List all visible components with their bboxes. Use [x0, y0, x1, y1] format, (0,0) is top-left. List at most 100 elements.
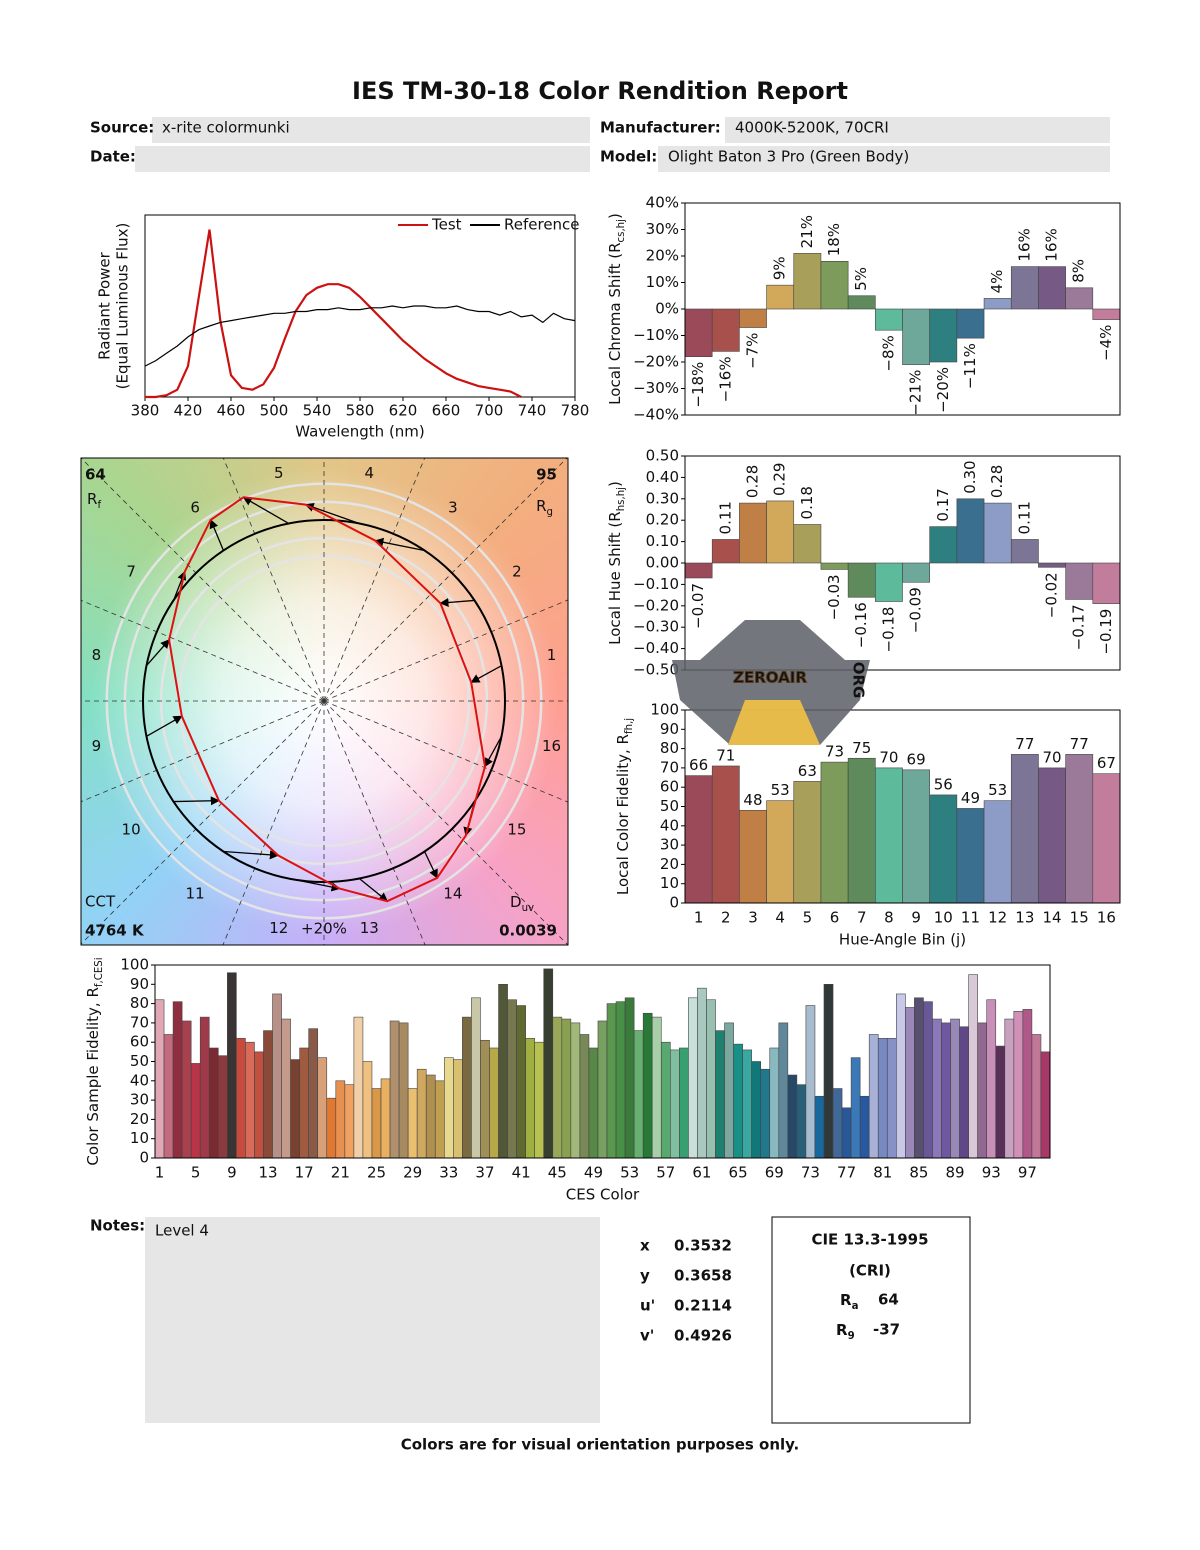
bar [172, 1001, 183, 1159]
bar [956, 498, 985, 564]
bar [407, 1088, 418, 1159]
y-tick-label: 70 [130, 1013, 149, 1031]
bar [525, 1038, 535, 1159]
x-tick-label: 29 [403, 1164, 422, 1182]
x-tick-label: 740 [518, 402, 547, 420]
field-box [725, 117, 1110, 143]
bar [579, 1034, 590, 1159]
bar [371, 1088, 382, 1159]
value-label: −0.17 [1070, 604, 1088, 650]
x-tick-label: 13 [258, 1164, 277, 1182]
x-tick-label: 6 [830, 909, 840, 927]
x-tick-label: 14 [1042, 909, 1061, 927]
bar [977, 1022, 988, 1159]
bin-label: 12 [269, 919, 288, 937]
bar [847, 757, 876, 904]
bar [624, 997, 635, 1159]
bar [281, 1018, 291, 1159]
bin-label: 6 [190, 499, 200, 517]
bar [877, 1038, 888, 1159]
bar [956, 308, 985, 339]
bar [766, 800, 795, 904]
legend-label: Reference [504, 216, 580, 234]
bar [739, 810, 767, 904]
bin-divider [222, 458, 325, 702]
bar [697, 987, 707, 1159]
bar [706, 999, 716, 1159]
bar [588, 1047, 599, 1159]
y-axis-label-part: f,CESi [94, 957, 105, 987]
bar [724, 1022, 734, 1159]
y-axis-label: Color Sample Fidelity, Rf,CESi [84, 957, 105, 1165]
y-tick-label: 20 [130, 1110, 149, 1128]
x-axis-label: CES Color [566, 1186, 640, 1204]
field-box [135, 146, 590, 172]
value-label: 71 [716, 746, 735, 764]
rf-value: 64 [85, 466, 106, 484]
bar [254, 1051, 264, 1159]
value-label: 67 [1097, 754, 1116, 772]
bar [154, 999, 165, 1159]
bar [190, 1063, 201, 1159]
bar [1010, 266, 1039, 310]
shift-arrow [439, 597, 475, 608]
bin-label: 9 [92, 737, 102, 755]
chromaticity-value: 0.3532 [674, 1237, 732, 1255]
x-tick-label: 73 [801, 1164, 820, 1182]
y-tick-label: 0.50 [646, 447, 679, 465]
x-tick-label: 5 [191, 1164, 201, 1182]
bar [796, 1084, 807, 1159]
x-tick-label: 77 [837, 1164, 856, 1182]
bar [362, 1061, 373, 1159]
bar [929, 308, 958, 363]
x-axis-label: Hue-Angle Bin (j) [839, 931, 966, 949]
value-label: 70 [879, 748, 898, 766]
bar [778, 1022, 789, 1159]
watermark-beam [728, 700, 820, 745]
bar [923, 1001, 933, 1159]
bar [711, 765, 740, 904]
x-tick-label: 780 [561, 402, 590, 420]
bar [236, 1038, 246, 1159]
bar [606, 1003, 617, 1159]
x-tick-label: 15 [1070, 909, 1089, 927]
legend-label: Test [431, 216, 462, 234]
shift-arrow [423, 851, 438, 879]
value-label: 49 [961, 789, 980, 807]
y-tick-label: 80 [660, 739, 679, 757]
y-tick-label: −0.40 [633, 639, 679, 657]
x-tick-label: 25 [367, 1164, 386, 1182]
shift-arrow [146, 715, 183, 737]
x-tick-label: 21 [331, 1164, 350, 1182]
bar [688, 997, 698, 1159]
y-tick-label: 70 [660, 758, 679, 776]
field-value: 4000K-5200K, 70CRI [735, 119, 889, 137]
field-label: Model: [600, 148, 657, 166]
x-tick-label: 81 [873, 1164, 892, 1182]
field-box [658, 146, 1110, 172]
value-label: −20% [934, 367, 952, 413]
bar [335, 1080, 346, 1159]
bar [814, 1095, 825, 1159]
x-tick-label: 93 [982, 1164, 1001, 1182]
ra-value: 64 [878, 1291, 899, 1309]
value-label: 70 [1042, 748, 1061, 766]
x-tick-label: 620 [389, 402, 418, 420]
y-tick-label: 30 [130, 1091, 149, 1109]
bar [742, 1049, 752, 1159]
y-tick-label: 20% [646, 247, 679, 265]
value-label: 5% [852, 267, 870, 291]
bar [859, 1095, 870, 1159]
value-label: −0.03 [825, 574, 843, 620]
x-tick-label: 16 [1097, 909, 1116, 927]
bar [516, 1005, 526, 1159]
ring-label: +20% [301, 920, 347, 938]
x-tick-label: 9 [911, 909, 921, 927]
bar [353, 1016, 364, 1159]
bar [684, 562, 713, 579]
bar [552, 1016, 563, 1159]
y-tick-label: 0.40 [646, 468, 679, 486]
plot-frame [144, 214, 576, 398]
watermark-text: ZEROAIR [733, 669, 807, 687]
